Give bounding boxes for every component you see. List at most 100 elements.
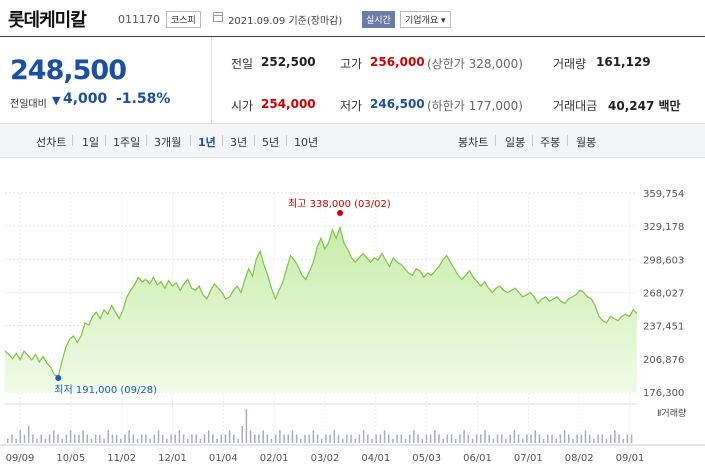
volume-bar (140, 434, 143, 443)
volume-bar (27, 426, 30, 443)
volume-bar (304, 434, 306, 443)
volume-bar (413, 430, 415, 443)
volume-bars (7, 409, 633, 443)
corp-info-dropdown[interactable]: 기업개요 ▾ (400, 11, 451, 28)
volume-bar (555, 438, 557, 443)
tab-1week[interactable]: 1주일 (113, 136, 141, 149)
volume-bar (337, 434, 340, 443)
y-tick-label: 298,603 (643, 255, 684, 266)
volume-bar (576, 434, 578, 443)
volume-bar (316, 434, 319, 443)
volume-bar (136, 438, 139, 443)
tab-3year[interactable]: 3년 (230, 136, 248, 149)
separator (567, 135, 568, 146)
tab-5year[interactable]: 5년 (262, 136, 280, 149)
volume-bar (279, 430, 281, 443)
volume-bar (174, 434, 176, 443)
x-tick-label: 05/03 (412, 453, 441, 464)
separator (146, 135, 147, 146)
volume-bar (53, 430, 55, 443)
separator (254, 135, 255, 146)
volume-bar (442, 438, 444, 443)
x-tick-label: 06/01 (463, 453, 492, 464)
chevron-down-icon: ▾ (441, 16, 446, 26)
volume-bar (538, 434, 541, 443)
volume-bar (312, 430, 315, 443)
volume-bar (446, 434, 449, 443)
volume-bar (534, 430, 537, 443)
price-area (5, 227, 637, 392)
volume-bar (609, 434, 612, 443)
y-tick-label: 359,754 (643, 189, 684, 200)
volume-bar (475, 434, 478, 443)
high-label: 고가 (340, 57, 363, 71)
volume-axis-label: Ⅱ거래량 (657, 407, 686, 419)
market-badge: 코스피 (166, 11, 201, 28)
header: 롯데케미칼 011170 코스피 2021.09.09 기준(장마감) 실시간 … (0, 0, 705, 36)
y-tick-label: 329,178 (643, 222, 684, 233)
volume-bar (584, 430, 587, 443)
volume-bar (517, 434, 520, 443)
volume-bar (408, 434, 411, 443)
diff-label: 전일대비 (10, 99, 47, 110)
tab-1day[interactable]: 1일 (82, 136, 100, 149)
volume-bar (622, 438, 624, 443)
tab-monthly[interactable]: 월봉 (576, 136, 597, 149)
volume-bar (44, 438, 47, 443)
volume-bar (454, 438, 457, 443)
volume-bar (11, 434, 13, 443)
tab-weekly[interactable]: 주봉 (540, 136, 561, 149)
x-tick-label: 04/01 (361, 453, 390, 464)
volume-bar (19, 430, 22, 443)
diff-value: 4,000 (63, 91, 108, 107)
x-tick-label: 11/02 (107, 453, 136, 464)
volume-bar (191, 434, 193, 443)
volume-bar (145, 434, 147, 443)
volume-bar (425, 434, 428, 443)
volume-bar (392, 438, 394, 443)
volume-bar (78, 434, 80, 443)
volume-bar (325, 434, 327, 443)
volume-bar (266, 434, 269, 443)
realtime-button[interactable]: 실시간 (362, 11, 395, 28)
low-value: 246,500 (370, 97, 425, 111)
tab-daily[interactable]: 일봉 (505, 136, 526, 149)
volume-bar (605, 438, 608, 443)
separator (222, 135, 223, 146)
separator (495, 135, 496, 146)
volume-bar (295, 434, 298, 443)
volume-bar (120, 438, 122, 443)
volume-bar (501, 434, 503, 443)
volume-bar (593, 438, 595, 443)
candle-chart-label: 봉차트 (458, 136, 489, 149)
volume-bar (630, 434, 633, 443)
volume-bar (48, 434, 51, 443)
volume-bar (220, 434, 223, 443)
volume-bar (350, 434, 352, 443)
volume-bar (249, 430, 252, 443)
tab-1year[interactable]: 1년 (198, 136, 216, 149)
volume-bar (471, 438, 474, 443)
y-axis-ticks: 359,754 329,178 298,603 268,027 237,451 206,8… (643, 189, 684, 399)
volume-bar (387, 434, 390, 443)
volume-bar (434, 430, 436, 443)
volume-bar (467, 434, 470, 443)
volume-bar (329, 434, 331, 443)
volume-bar (371, 438, 373, 443)
tab-10year[interactable]: 10년 (294, 136, 319, 149)
x-tick-label: 02/01 (260, 453, 289, 464)
volume-bar (149, 438, 151, 443)
volume-bar (65, 434, 68, 443)
period-tabs: 선차트 1일 1주일 3개월 1년 3년 5년 10년 봉차트 일봉 주봉 월봉 (0, 124, 705, 158)
volume-bar (258, 434, 260, 443)
volume-bar (153, 434, 156, 443)
x-axis-ticks: 09/09 10/05 11/02 12/01 01/04 02/01 03/02 04/01… (6, 453, 645, 464)
y-tick-label: 176,300 (643, 388, 684, 399)
volume-bar (563, 430, 566, 443)
tab-3month[interactable]: 3개월 (154, 136, 182, 149)
volume-bar (488, 434, 490, 443)
volume-bar (526, 434, 528, 443)
volume-bar (32, 434, 34, 443)
diff-percent: -1.58% (116, 91, 171, 107)
